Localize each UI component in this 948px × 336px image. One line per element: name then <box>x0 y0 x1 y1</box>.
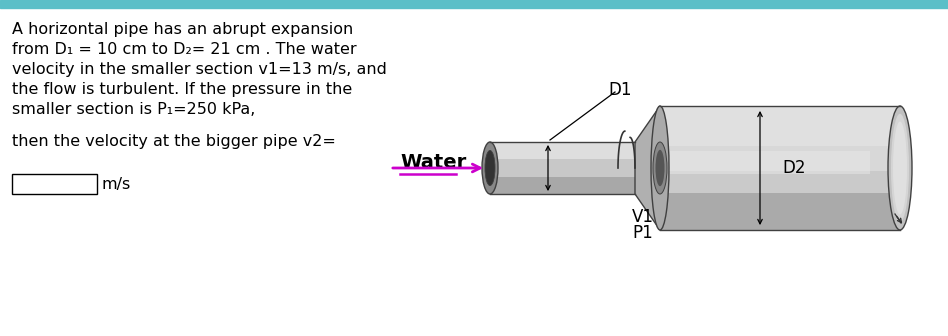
Text: D1: D1 <box>609 81 631 99</box>
Text: the flow is turbulent. If the pressure in the: the flow is turbulent. If the pressure i… <box>12 82 353 97</box>
Ellipse shape <box>653 142 667 194</box>
Ellipse shape <box>485 151 495 185</box>
Polygon shape <box>490 142 635 159</box>
Text: from D₁ = 10 cm to D₂= 21 cm . The water: from D₁ = 10 cm to D₂= 21 cm . The water <box>12 42 356 57</box>
Text: then the velocity at the bigger pipe v2=: then the velocity at the bigger pipe v2= <box>12 134 336 149</box>
Ellipse shape <box>891 114 909 222</box>
Ellipse shape <box>893 122 907 214</box>
Text: m/s: m/s <box>102 176 131 192</box>
Ellipse shape <box>482 142 498 194</box>
Bar <box>0 0 948 8</box>
Polygon shape <box>660 146 900 171</box>
Polygon shape <box>660 106 900 146</box>
Text: Water: Water <box>400 154 466 172</box>
Ellipse shape <box>888 106 912 230</box>
Ellipse shape <box>651 106 669 230</box>
Polygon shape <box>490 142 635 194</box>
Polygon shape <box>660 106 900 230</box>
Ellipse shape <box>655 150 665 186</box>
Polygon shape <box>660 193 900 230</box>
Polygon shape <box>635 106 660 230</box>
Text: A horizontal pipe has an abrupt expansion: A horizontal pipe has an abrupt expansio… <box>12 22 354 37</box>
Text: P1: P1 <box>632 224 653 242</box>
Text: D2: D2 <box>782 159 806 177</box>
Polygon shape <box>670 151 870 174</box>
Bar <box>12 174 97 194</box>
Text: V1: V1 <box>632 208 654 226</box>
Text: smaller section is P₁=250 kPa,: smaller section is P₁=250 kPa, <box>12 102 255 117</box>
Polygon shape <box>490 177 635 194</box>
Text: velocity in the smaller section v1=13 m/s, and: velocity in the smaller section v1=13 m/… <box>12 62 387 77</box>
